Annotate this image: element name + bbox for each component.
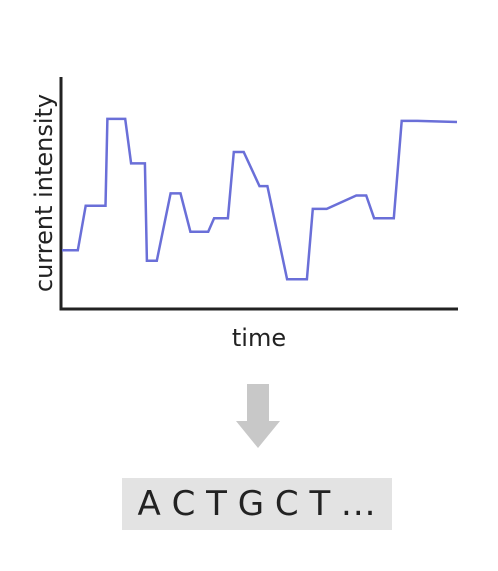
dna-sequence-text: A C T G C T ... — [137, 484, 377, 524]
x-axis-label: time — [232, 324, 286, 352]
signal-trace-0 — [62, 117, 458, 281]
down-arrow-icon — [236, 384, 280, 448]
dna-sequence-box: A C T G C T ... — [122, 478, 392, 530]
series-layer — [62, 117, 458, 281]
y-axis-label: current intensity — [30, 94, 58, 292]
